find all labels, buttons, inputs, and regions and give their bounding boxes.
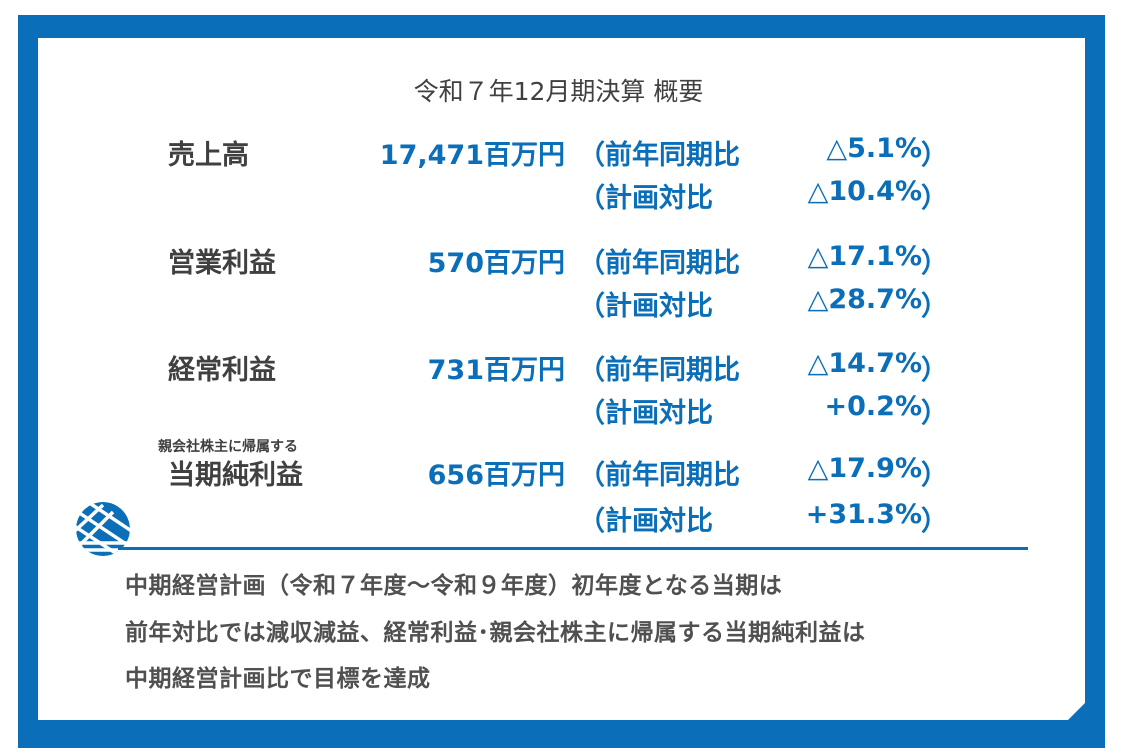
row-plan-net: （計画対比 +31.3%） (578, 499, 948, 538)
close-paren: ） (921, 506, 948, 537)
summary-note-line-3: 中期経営計画比で目標を達成 (125, 666, 431, 692)
yoy-value: △17.9% (807, 453, 922, 484)
row-label-operating: 営業利益 (168, 248, 276, 279)
plan-label: （計画対比 (578, 183, 713, 214)
divider-line (118, 547, 1028, 550)
row-plan-sales: （計画対比 △10.4%） (578, 176, 948, 215)
row-sublabel-net: 親会社株主に帰属する (158, 439, 298, 455)
row-value-net: 656百万円 (427, 460, 565, 491)
row-label-net: 当期純利益 (168, 460, 303, 491)
close-paren: ） (921, 355, 948, 386)
row-value-ordinary: 731百万円 (427, 355, 565, 386)
close-paren: ） (921, 398, 948, 429)
plan-value: +0.2% (824, 391, 922, 422)
summary-note-line-2: 前年対比では減収減益、経常利益･親会社株主に帰属する当期純利益は (125, 620, 866, 646)
row-label-sales: 売上高 (168, 140, 249, 171)
yoy-label: （前年同期比 (578, 248, 740, 279)
plan-label: （計画対比 (578, 506, 713, 537)
row-plan-operating: （計画対比 △28.7%） (578, 284, 948, 323)
yoy-label: （前年同期比 (578, 355, 740, 386)
plan-label: （計画対比 (578, 291, 713, 322)
row-value-sales: 17,471百万円 (379, 140, 565, 171)
row-yoy-sales: （前年同期比 △5.1%） (578, 133, 948, 172)
close-paren: ） (921, 291, 948, 322)
plan-value: △10.4% (807, 176, 922, 207)
close-paren: ） (921, 460, 948, 491)
yoy-label: （前年同期比 (578, 140, 740, 171)
row-value-operating: 570百万円 (427, 248, 565, 279)
row-yoy-ordinary: （前年同期比 △14.7%） (578, 348, 948, 387)
yoy-label: （前年同期比 (578, 460, 740, 491)
close-paren: ） (921, 183, 948, 214)
close-paren: ） (921, 248, 948, 279)
yoy-value: △14.7% (807, 348, 922, 379)
summary-note-line-1: 中期経営計画（令和７年度～令和９年度）初年度となる当期は (125, 573, 783, 599)
row-plan-ordinary: （計画対比 +0.2%） (578, 391, 948, 430)
striped-circle-logo-icon (76, 502, 130, 556)
yoy-value: △5.1% (826, 133, 922, 164)
slide-body (38, 38, 1085, 720)
row-label-ordinary: 経常利益 (168, 355, 276, 386)
row-yoy-net: （前年同期比 △17.9%） (578, 453, 948, 492)
plan-value: △28.7% (807, 284, 922, 315)
row-yoy-operating: （前年同期比 △17.1%） (578, 241, 948, 280)
close-paren: ） (921, 140, 948, 171)
plan-value: +31.3% (805, 499, 922, 530)
slide-title: 令和７年12月期決算 概要 (413, 77, 704, 106)
yoy-value: △17.1% (807, 241, 922, 272)
plan-label: （計画対比 (578, 398, 713, 429)
